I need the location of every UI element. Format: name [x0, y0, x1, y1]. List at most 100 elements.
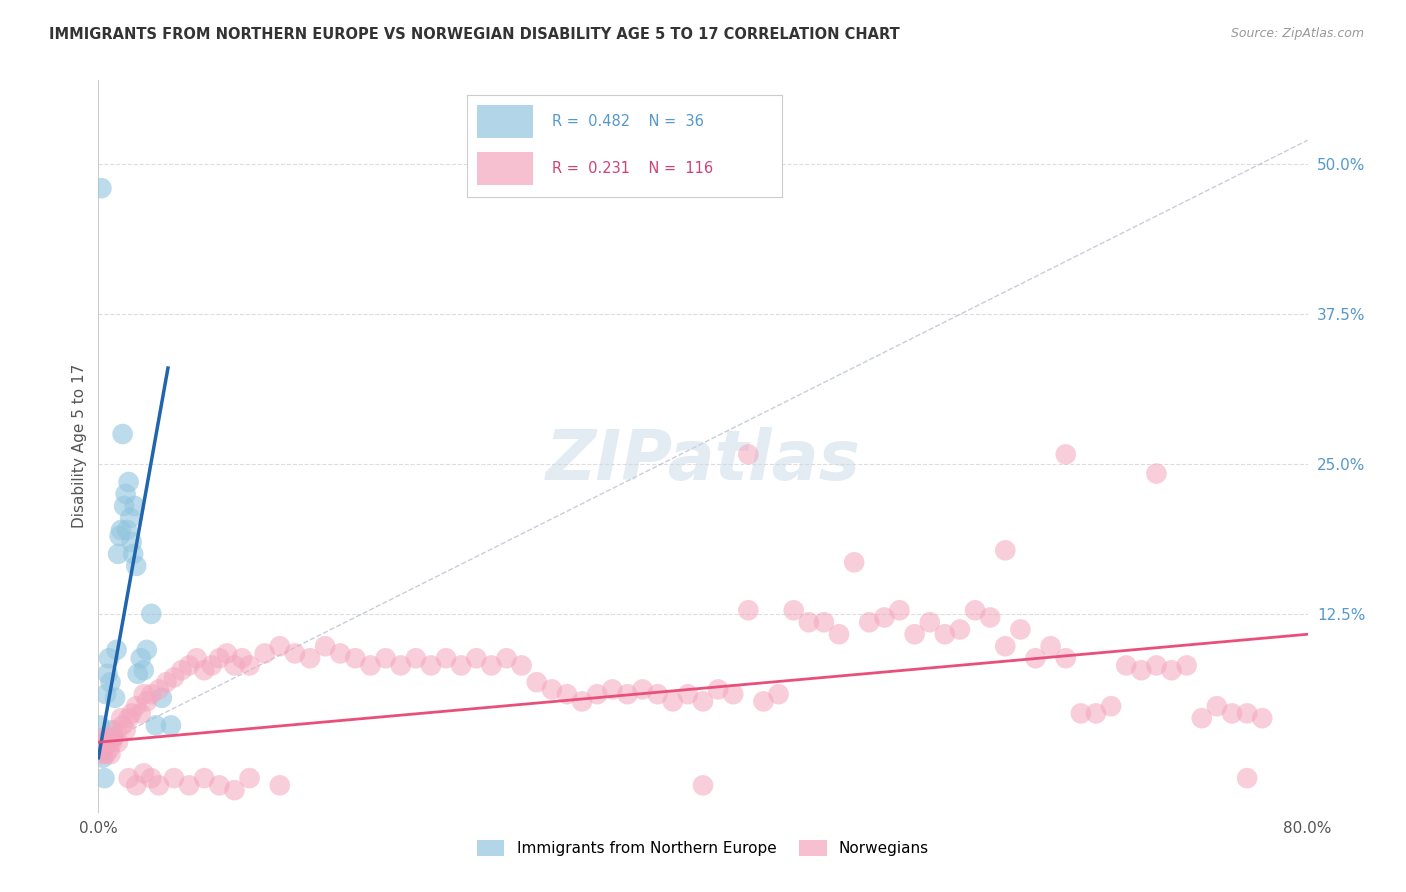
Point [132, 663, 155, 677]
Point [949, 623, 972, 637]
Point [465, 651, 488, 665]
Point [360, 658, 382, 673]
Point [737, 603, 759, 617]
Point [768, 687, 790, 701]
Point [94, 687, 117, 701]
Point [132, 766, 155, 780]
Point [101, 735, 124, 749]
Point [692, 778, 714, 792]
Point [540, 682, 562, 697]
Point [129, 706, 152, 721]
Point [110, 711, 132, 725]
Point [631, 682, 654, 697]
Point [111, 718, 134, 732]
Point [141, 687, 163, 701]
Text: Source: ZipAtlas.com: Source: ZipAtlas.com [1230, 27, 1364, 40]
Point [405, 651, 427, 665]
Point [450, 658, 472, 673]
Point [813, 615, 835, 630]
Point [90, 735, 112, 749]
Point [1144, 658, 1167, 673]
Point [93, 739, 115, 753]
Point [994, 543, 1017, 558]
Point [91, 751, 114, 765]
Point [904, 627, 927, 641]
Point [1206, 699, 1229, 714]
Point [586, 687, 609, 701]
Point [122, 547, 145, 561]
Point [1099, 699, 1122, 714]
Point [120, 511, 142, 525]
Point [1236, 771, 1258, 785]
Point [1010, 623, 1032, 637]
Point [105, 723, 128, 738]
Point [389, 658, 412, 673]
Point [1115, 658, 1137, 673]
Point [96, 735, 118, 749]
Point [89, 718, 111, 732]
Point [107, 735, 129, 749]
Point [93, 771, 115, 785]
Point [1160, 663, 1182, 677]
Point [118, 771, 141, 785]
Point [145, 718, 167, 732]
Text: ZIPatlas: ZIPatlas [546, 427, 860, 494]
Point [100, 675, 122, 690]
Point [1054, 651, 1077, 665]
Point [1144, 467, 1167, 481]
Point [215, 647, 238, 661]
Point [329, 647, 352, 661]
Point [224, 783, 246, 797]
Point [676, 687, 699, 701]
Point [828, 627, 851, 641]
Point [132, 687, 155, 701]
Point [100, 747, 122, 761]
Point [314, 639, 336, 653]
Point [737, 447, 759, 461]
Point [224, 658, 246, 673]
Point [1191, 711, 1213, 725]
Point [89, 735, 111, 749]
Point [141, 771, 163, 785]
Point [115, 523, 138, 537]
Point [118, 475, 141, 489]
Point [127, 666, 149, 681]
Point [155, 675, 177, 690]
Point [186, 651, 208, 665]
Legend: Immigrants from Northern Europe, Norwegians: Immigrants from Northern Europe, Norwegi… [471, 834, 935, 863]
Point [253, 647, 276, 661]
Point [160, 718, 183, 732]
Point [179, 778, 201, 792]
Point [434, 651, 457, 665]
Point [103, 731, 125, 745]
Point [163, 670, 186, 684]
Point [121, 535, 143, 549]
Point [98, 742, 121, 756]
Point [129, 651, 152, 665]
Point [284, 647, 307, 661]
Point [93, 731, 115, 745]
Point [135, 694, 157, 708]
Point [170, 663, 193, 677]
Point [124, 499, 146, 513]
Point [193, 771, 215, 785]
Point [98, 651, 121, 665]
Point [797, 615, 820, 630]
Point [114, 487, 136, 501]
Point [1220, 706, 1243, 721]
Point [110, 523, 132, 537]
Point [344, 651, 367, 665]
Point [269, 639, 291, 653]
Point [96, 666, 118, 681]
Point [231, 651, 253, 665]
Point [873, 610, 896, 624]
Point [111, 427, 134, 442]
Point [163, 771, 186, 785]
Point [616, 687, 638, 701]
Point [979, 610, 1001, 624]
Y-axis label: Disability Age 5 to 17: Disability Age 5 to 17 [72, 364, 87, 528]
Point [752, 694, 775, 708]
Text: IMMIGRANTS FROM NORTHERN EUROPE VS NORWEGIAN DISABILITY AGE 5 TO 17 CORRELATION : IMMIGRANTS FROM NORTHERN EUROPE VS NORWE… [49, 27, 900, 42]
Point [101, 723, 124, 738]
Point [201, 658, 224, 673]
